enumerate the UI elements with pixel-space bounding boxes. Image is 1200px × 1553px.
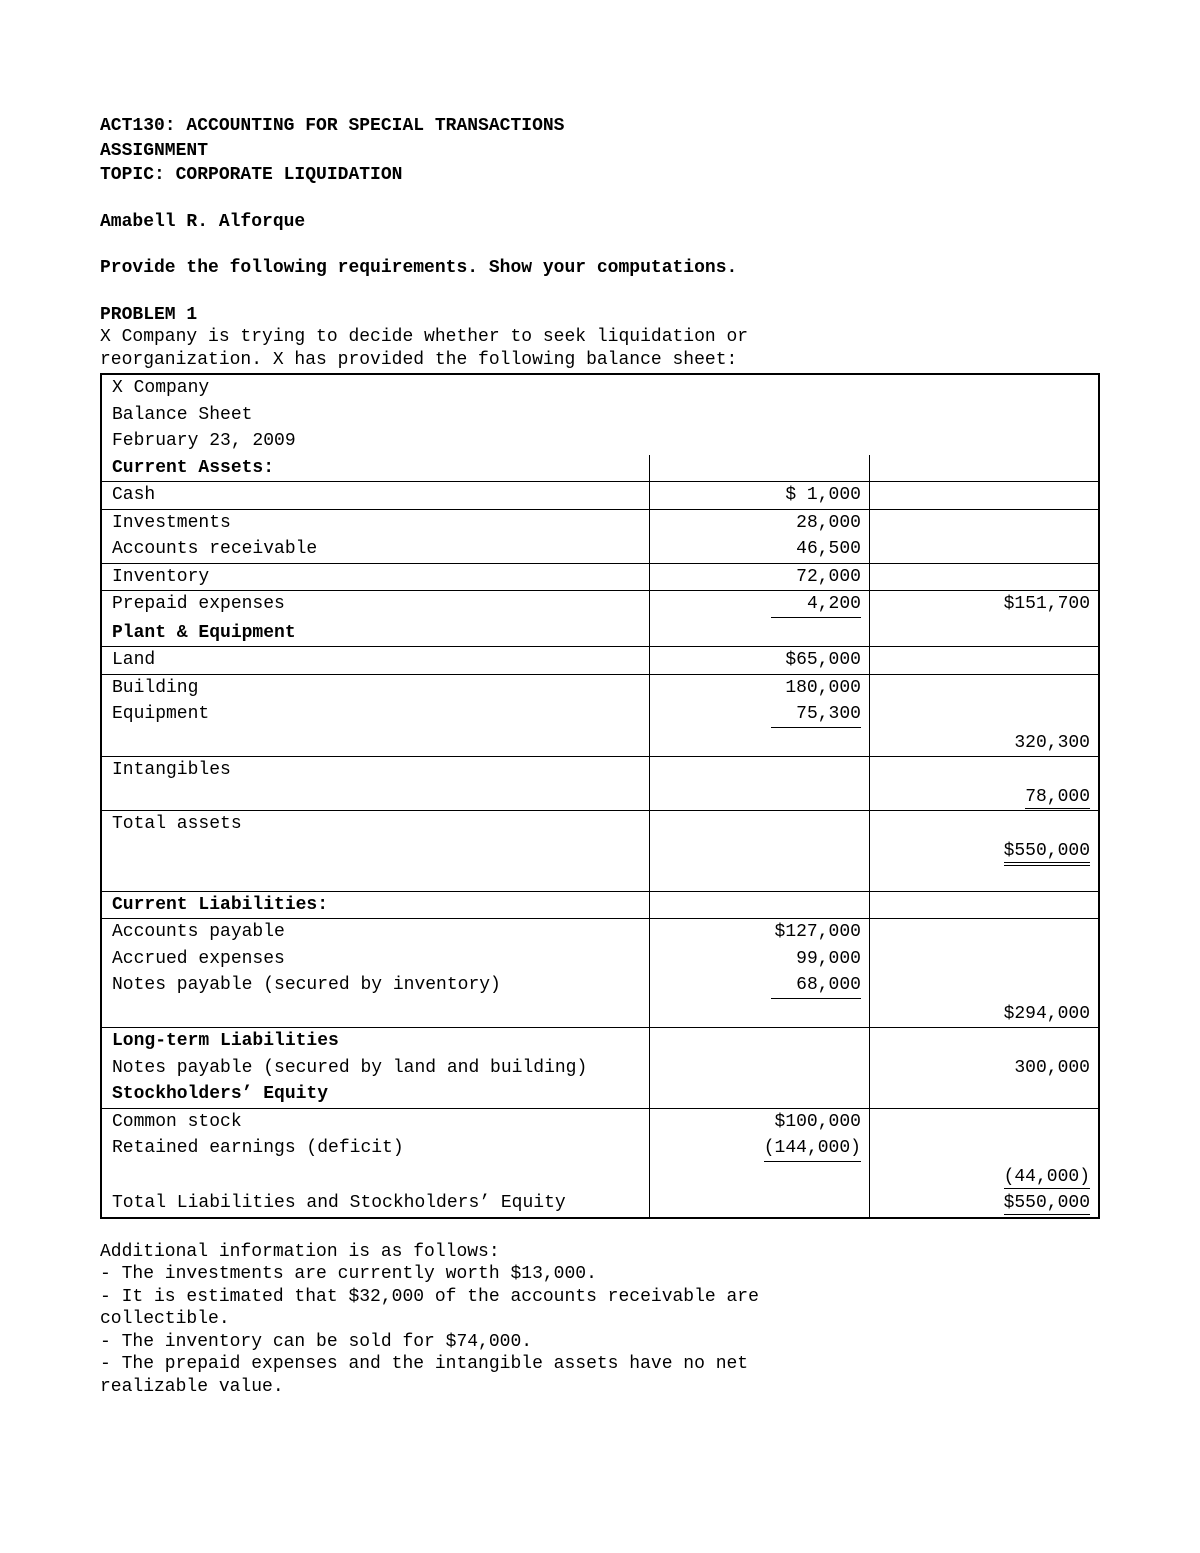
np-land-label: Notes payable (secured by land and build… bbox=[101, 1055, 650, 1082]
addl-line-2a: - It is estimated that $32,000 of the ac… bbox=[100, 1286, 1100, 1309]
re-amount: (144,000) bbox=[764, 1137, 861, 1162]
ca-total: $151,700 bbox=[1004, 594, 1090, 614]
addl-line-3: - The inventory can be sold for $74,000. bbox=[100, 1331, 1100, 1354]
problem-block: PROBLEM 1 X Company is trying to decide … bbox=[100, 304, 1100, 372]
table-row: 78,000 bbox=[101, 784, 1099, 811]
table-row: Prepaid expenses 4,200 $151,700 bbox=[101, 591, 1099, 620]
land-label: Land bbox=[101, 647, 650, 675]
balance-sheet-table: X Company Balance Sheet February 23, 200… bbox=[100, 373, 1100, 1219]
land-amount: $65,000 bbox=[771, 649, 861, 672]
table-row: (44,000) bbox=[101, 1164, 1099, 1191]
common-stock-amount: $100,000 bbox=[771, 1111, 861, 1134]
pe-total: 320,300 bbox=[1014, 733, 1090, 753]
table-row: 320,300 bbox=[101, 730, 1099, 757]
problem-intro-2: reorganization. X has provided the follo… bbox=[100, 349, 1100, 372]
tlse-amount: $550,000 bbox=[1004, 1193, 1090, 1218]
problem-intro-1: X Company is trying to decide whether to… bbox=[100, 326, 1100, 349]
accrued-label: Accrued expenses bbox=[101, 946, 650, 973]
investments-label: Investments bbox=[101, 509, 650, 536]
table-row: Equipment 75,300 bbox=[101, 701, 1099, 730]
problem-title: PROBLEM 1 bbox=[100, 304, 1100, 327]
course-title: ACT130: ACCOUNTING FOR SPECIAL TRANSACTI… bbox=[100, 115, 1100, 138]
table-row: X Company bbox=[101, 374, 1099, 402]
table-row: Long-term Liabilities bbox=[101, 1028, 1099, 1055]
prepaid-amount: 4,200 bbox=[771, 593, 861, 618]
addl-line-4b: realizable value. bbox=[100, 1376, 1100, 1399]
accrued-amount: 99,000 bbox=[771, 948, 861, 971]
addl-heading: Additional information is as follows: bbox=[100, 1241, 1100, 1264]
addl-line-1: - The investments are currently worth $1… bbox=[100, 1263, 1100, 1286]
cl-total: $294,000 bbox=[1004, 1004, 1090, 1024]
building-amount: 180,000 bbox=[771, 677, 861, 700]
np-land-amount: 300,000 bbox=[1014, 1058, 1090, 1078]
table-row: Notes payable (secured by land and build… bbox=[101, 1055, 1099, 1082]
table-row: Retained earnings (deficit) (144,000) bbox=[101, 1135, 1099, 1164]
total-assets-label: Total assets bbox=[101, 811, 650, 838]
se-heading: Stockholders’ Equity bbox=[101, 1081, 650, 1108]
bs-title: Balance Sheet bbox=[101, 402, 650, 429]
addl-line-2b: collectible. bbox=[100, 1308, 1100, 1331]
addl-line-4a: - The prepaid expenses and the intangibl… bbox=[100, 1353, 1100, 1376]
table-row: Cash $ 1,000 bbox=[101, 482, 1099, 510]
ltl-heading: Long-term Liabilities bbox=[101, 1028, 650, 1055]
table-row: Stockholders’ Equity bbox=[101, 1081, 1099, 1108]
current-assets-heading: Current Assets: bbox=[101, 455, 650, 482]
bs-company: X Company bbox=[101, 374, 650, 402]
np-inventory-amount: 68,000 bbox=[771, 974, 861, 999]
table-row: Total assets bbox=[101, 811, 1099, 838]
cash-label: Cash bbox=[101, 482, 650, 510]
table-row: Inventory 72,000 bbox=[101, 563, 1099, 591]
equipment-amount: 75,300 bbox=[771, 703, 861, 728]
current-liabilities-heading: Current Liabilities: bbox=[101, 891, 650, 919]
se-total: (44,000) bbox=[1004, 1167, 1090, 1189]
table-row: February 23, 2009 bbox=[101, 428, 1099, 455]
table-row: Current Liabilities: bbox=[101, 891, 1099, 919]
table-row bbox=[101, 864, 1099, 891]
prepaid-label: Prepaid expenses bbox=[101, 591, 650, 620]
topic-line: TOPIC: CORPORATE LIQUIDATION bbox=[100, 164, 1100, 187]
inventory-amount: 72,000 bbox=[771, 566, 861, 589]
np-inventory-label: Notes payable (secured by inventory) bbox=[101, 972, 650, 1001]
table-row: Total Liabilities and Stockholders’ Equi… bbox=[101, 1190, 1099, 1218]
ap-amount: $127,000 bbox=[771, 921, 861, 944]
tlse-label: Total Liabilities and Stockholders’ Equi… bbox=[101, 1190, 650, 1218]
plant-equipment-heading: Plant & Equipment bbox=[101, 620, 650, 647]
additional-info: Additional information is as follows: - … bbox=[100, 1241, 1100, 1399]
building-label: Building bbox=[101, 674, 650, 701]
equipment-label: Equipment bbox=[101, 701, 650, 730]
page: ACT130: ACCOUNTING FOR SPECIAL TRANSACTI… bbox=[0, 0, 1200, 1553]
student-name: Amabell R. Alforque bbox=[100, 211, 1100, 234]
ar-amount: 46,500 bbox=[771, 538, 861, 561]
re-label: Retained earnings (deficit) bbox=[101, 1135, 650, 1164]
bs-date: February 23, 2009 bbox=[101, 428, 650, 455]
total-assets-amount: $550,000 bbox=[1004, 841, 1090, 866]
table-row: Land $65,000 bbox=[101, 647, 1099, 675]
ar-label: Accounts receivable bbox=[101, 536, 650, 563]
common-stock-label: Common stock bbox=[101, 1108, 650, 1135]
inventory-label: Inventory bbox=[101, 563, 650, 591]
table-row: Intangibles bbox=[101, 757, 1099, 784]
intangibles-total: 78,000 bbox=[1025, 787, 1090, 809]
table-row: Building 180,000 bbox=[101, 674, 1099, 701]
ap-label: Accounts payable bbox=[101, 919, 650, 946]
table-row: Accrued expenses 99,000 bbox=[101, 946, 1099, 973]
intangibles-label: Intangibles bbox=[101, 757, 650, 784]
table-row: Accounts receivable 46,500 bbox=[101, 536, 1099, 563]
table-row: Accounts payable $127,000 bbox=[101, 919, 1099, 946]
table-row: Investments 28,000 bbox=[101, 509, 1099, 536]
table-row: Balance Sheet bbox=[101, 402, 1099, 429]
cash-amount: $ 1,000 bbox=[771, 484, 861, 507]
assignment-label: ASSIGNMENT bbox=[100, 140, 1100, 163]
header-block: ACT130: ACCOUNTING FOR SPECIAL TRANSACTI… bbox=[100, 115, 1100, 280]
table-row: $550,000 bbox=[101, 838, 1099, 865]
investments-amount: 28,000 bbox=[771, 512, 861, 535]
table-row: $294,000 bbox=[101, 1001, 1099, 1028]
table-row: Current Assets: bbox=[101, 455, 1099, 482]
table-row: Notes payable (secured by inventory) 68,… bbox=[101, 972, 1099, 1001]
table-row: Common stock $100,000 bbox=[101, 1108, 1099, 1135]
table-row: Plant & Equipment bbox=[101, 620, 1099, 647]
instructions: Provide the following requirements. Show… bbox=[100, 257, 1100, 280]
